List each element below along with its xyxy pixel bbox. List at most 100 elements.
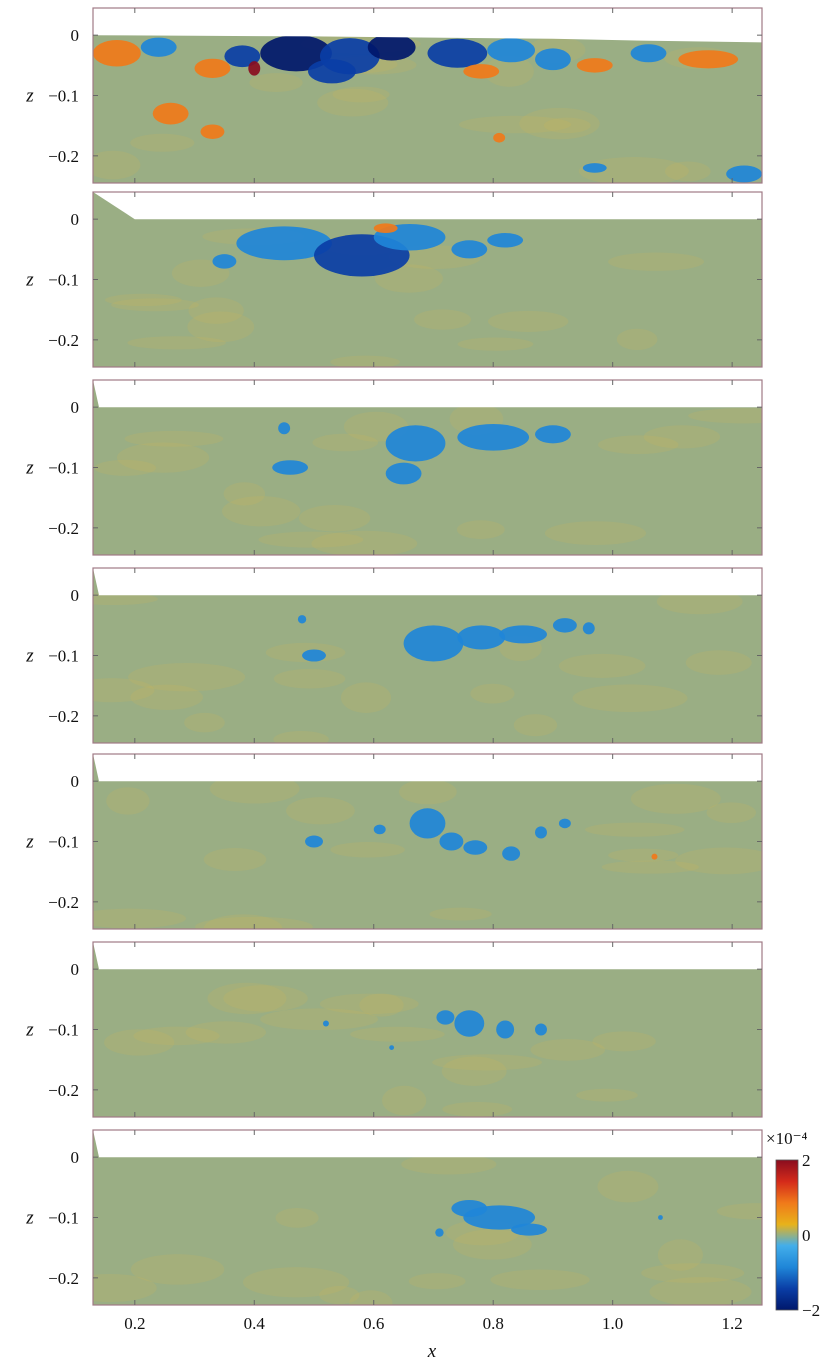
panel-5-patch-1 — [409, 808, 446, 839]
panel-4-patch-2 — [457, 625, 506, 650]
panel-6-surface-gap — [93, 942, 762, 970]
panel-1-patch-15 — [630, 44, 667, 63]
panel-5: 0 −0.1 −0.2 z — [25, 753, 763, 930]
panel-3-patch-6 — [278, 422, 291, 435]
panel-1-patch-18 — [200, 124, 225, 139]
panel-2-z-label: z — [25, 270, 34, 291]
panel-5-patch-5 — [535, 826, 547, 839]
xtick-label-5: 1.0 — [602, 1314, 623, 1333]
panel-7-patch-5 — [658, 1215, 663, 1220]
panel-7-surface-gap — [93, 1130, 762, 1158]
panel-3-patch-1 — [385, 425, 446, 462]
panel-5-patch-9 — [651, 853, 658, 860]
panel-3-surface-gap — [93, 380, 762, 408]
panel-3-z-label: z — [25, 458, 34, 479]
panel-4-patch-5 — [582, 622, 595, 635]
panel-3-ytick-label-2: −0.1 — [48, 459, 79, 478]
panel-1-patch-12 — [463, 64, 500, 79]
panel-1-patch-13 — [535, 48, 571, 71]
panel-1-patch-20 — [582, 163, 607, 173]
panel-1-ytick-label-2: −0.1 — [48, 87, 79, 106]
panel-6-ytick-label-2: −0.1 — [48, 1021, 79, 1040]
panel-7: 0 −0.1 −0.2 z — [25, 1129, 763, 1306]
colorbar-tick-label-2: 0 — [802, 1226, 811, 1245]
panel-4-texture — [93, 588, 752, 743]
xtick-label-4: 0.8 — [483, 1314, 504, 1333]
panel-5-ytick-label-3: −0.2 — [48, 893, 79, 912]
colorbar-tick-label-3: −2 — [802, 1301, 820, 1320]
panel-6-patch-3 — [496, 1020, 515, 1039]
panel-6-patch-2 — [436, 1010, 455, 1025]
panel-6-patch-5 — [322, 1020, 329, 1027]
panel-5-patch-2 — [439, 832, 464, 851]
xtick-label-2: 0.4 — [244, 1314, 266, 1333]
panel-2-patch-1 — [236, 226, 332, 261]
panel-3: 0 −0.1 −0.2 z — [25, 379, 763, 556]
panel-1-ytick-label-1: 0 — [71, 26, 80, 45]
panel-1-ytick-label-3: −0.2 — [48, 147, 79, 166]
panel-1-patch-11 — [487, 38, 536, 63]
x-axis-label: x — [427, 1341, 437, 1362]
panel-7-ytick-label-2: −0.1 — [48, 1209, 79, 1228]
panel-4-patch-3 — [499, 625, 547, 644]
panel-2-ytick-label-1: 0 — [71, 210, 80, 229]
panel-5-surface-gap — [93, 754, 762, 782]
panel-4-patch-1 — [403, 625, 464, 662]
panel-2-patch-6 — [487, 233, 524, 248]
panel-4: 0 −0.1 −0.2 z — [25, 567, 763, 744]
panel-5-patch-6 — [305, 835, 323, 848]
panel-4-ytick-label-3: −0.2 — [48, 707, 79, 726]
panel-4-patch-4 — [552, 618, 577, 633]
panel-4-ytick-label-1: 0 — [71, 586, 80, 605]
panel-5-patch-3 — [463, 840, 488, 855]
panel-1: 0 −0.1 −0.2 z — [25, 7, 763, 184]
panel-1-patch-5 — [248, 61, 261, 76]
panel-7-patch-2 — [451, 1200, 488, 1217]
panel-3-patch-5 — [272, 460, 309, 475]
panel-2-surface-gap — [93, 192, 762, 220]
panel-7-patch-4 — [435, 1228, 444, 1237]
panel-6-patch-1 — [454, 1010, 485, 1037]
panel-4-patch-7 — [297, 615, 307, 624]
panel-3-patch-4 — [385, 462, 422, 485]
panel-1-patch-19 — [726, 165, 762, 183]
colorbar: 2 0 −2 ×10⁻⁴ — [766, 1129, 820, 1320]
panel-6-field — [93, 942, 762, 1117]
colorbar-exponent-label: ×10⁻⁴ — [766, 1129, 808, 1148]
panel-5-patch-8 — [558, 818, 571, 829]
panel-1-patch-17 — [152, 102, 189, 125]
panel-6: 0 −0.1 −0.2 z — [25, 941, 763, 1118]
x-axis: 0.2 0.4 0.6 0.8 1.0 1.2 — [124, 1314, 743, 1333]
panel-2-field — [93, 192, 762, 367]
panel-3-patch-3 — [535, 425, 571, 444]
panel-6-texture — [104, 982, 656, 1117]
panel-6-patch-4 — [535, 1023, 547, 1036]
panel-3-field — [93, 380, 762, 555]
panel-2-patch-4 — [212, 254, 237, 269]
panel-5-patch-7 — [373, 824, 386, 835]
panel-7-ytick-label-3: −0.2 — [48, 1269, 79, 1288]
panel-7-ytick-label-1: 0 — [71, 1148, 80, 1167]
panel-3-texture — [94, 403, 762, 555]
panel-4-z-label: z — [25, 646, 34, 667]
panel-6-ytick-label-3: −0.2 — [48, 1081, 79, 1100]
panel-1-patch-21 — [493, 132, 506, 143]
panel-1-surface-gap — [93, 8, 762, 43]
panel-2-patch-5 — [451, 240, 488, 259]
panels-group: 0 −0.1 −0.2 z 0 −0.1 −0.2 z 0 −0.1 −0.2 z 0 −0.1 −0.2 z… — [25, 7, 763, 1306]
panel-5-patch-4 — [502, 846, 521, 861]
panel-7-patch-3 — [511, 1223, 547, 1236]
panel-1-patch-3 — [194, 58, 231, 78]
panel-1-patch-16 — [678, 50, 739, 69]
panel-1-patch-9 — [308, 59, 356, 84]
panel-3-ytick-label-3: −0.2 — [48, 519, 79, 538]
panel-2: 0 −0.1 −0.2 z — [25, 191, 763, 368]
panel-1-patch-8 — [367, 33, 416, 61]
colorbar-gradient — [775, 1159, 799, 1311]
panel-6-z-label: z — [25, 1020, 34, 1041]
panel-6-ytick-label-1: 0 — [71, 960, 80, 979]
panel-1-patch-1 — [93, 39, 141, 67]
xtick-label-3: 0.6 — [363, 1314, 384, 1333]
panel-6-patch-6 — [389, 1045, 395, 1051]
